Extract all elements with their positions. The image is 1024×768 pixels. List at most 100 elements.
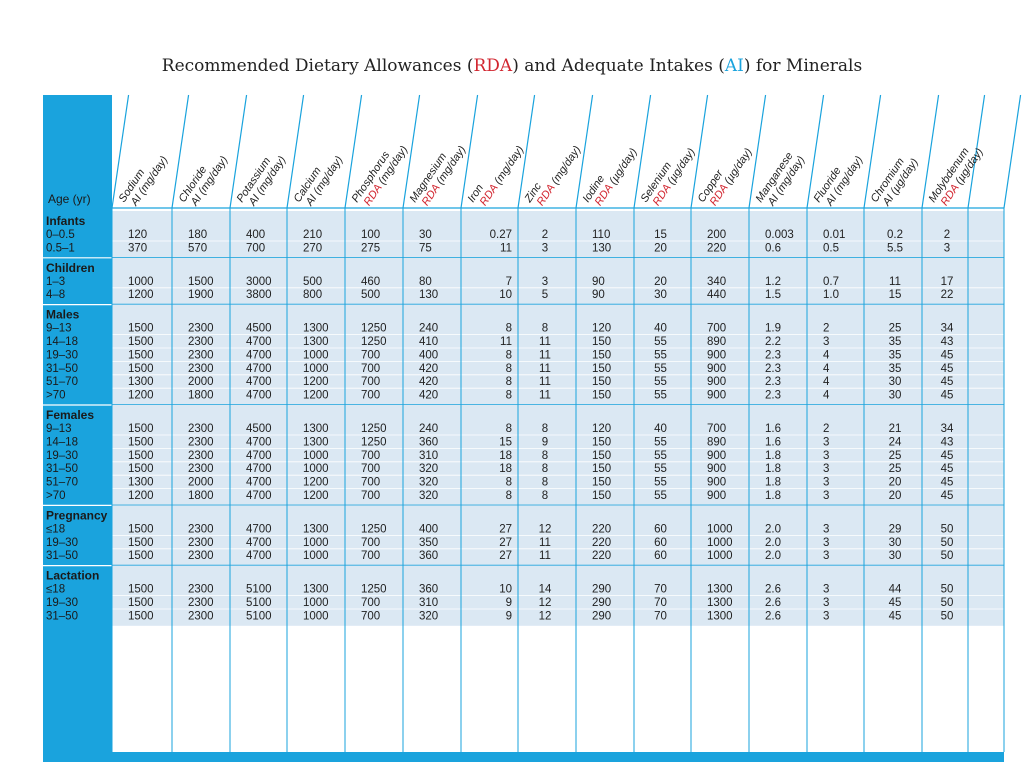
age-label: 0–0.5: [46, 229, 75, 241]
table-cell: 8: [542, 463, 548, 475]
table-cell: 150: [592, 490, 611, 502]
table-cell: 1300: [303, 436, 329, 448]
table-cell: 800: [303, 289, 322, 301]
table-cell: 60: [654, 537, 667, 549]
age-label: 51–70: [46, 477, 78, 489]
table-cell: 35: [889, 336, 902, 348]
age-label: 9–13: [46, 423, 72, 435]
table-cell: 8: [506, 363, 512, 375]
table-cell: 1500: [128, 450, 154, 462]
table-cell: 8: [542, 450, 548, 462]
age-label: >70: [46, 390, 66, 402]
table-cell: 11: [539, 390, 551, 402]
table-cell: 10: [499, 289, 512, 301]
table-cell: 9: [506, 597, 512, 609]
header-divider: [171, 94, 190, 209]
table-cell: 50: [941, 537, 954, 549]
table-cell: 240: [419, 423, 438, 435]
table-cell: 900: [707, 490, 726, 502]
table-cell: 20: [889, 477, 902, 489]
group-name: Females: [46, 408, 94, 422]
title-part: Recommended Dietary Allowances (: [161, 56, 474, 76]
table-cell: 340: [707, 276, 726, 288]
header-divider: [863, 94, 882, 209]
table-cell: 3: [823, 450, 829, 462]
header-divider: [575, 94, 594, 209]
table-cell: 310: [419, 450, 438, 462]
table-cell: 9: [506, 610, 512, 622]
table-cell: 30: [889, 537, 902, 549]
table-cell: 460: [361, 276, 380, 288]
table-cell: 275: [361, 242, 380, 254]
table-cell: 440: [707, 289, 726, 301]
table-cell: 35: [889, 349, 902, 361]
group-name: Males: [46, 308, 80, 322]
table-cell: 700: [707, 323, 726, 335]
table-cell: 1300: [128, 376, 154, 388]
table-cell: 43: [941, 436, 954, 448]
table-cell: 400: [246, 229, 265, 241]
table-cell: 2300: [188, 436, 214, 448]
age-label: 9–13: [46, 323, 72, 335]
table-cell: 1500: [128, 323, 154, 335]
table-cell: 320: [419, 490, 438, 502]
table-cell: 45: [941, 450, 954, 462]
table-cell: 1.9: [765, 323, 781, 335]
table-cell: 890: [707, 436, 726, 448]
age-label: ≤18: [46, 584, 65, 596]
table-cell: 55: [654, 390, 667, 402]
table-cell: 50: [941, 584, 954, 596]
table-cell: 3: [823, 463, 829, 475]
table-cell: 2: [944, 229, 950, 241]
table-cell: 1500: [128, 436, 154, 448]
table-cell: 70: [654, 584, 667, 596]
table-cell: 55: [654, 376, 667, 388]
table-cell: 4700: [246, 523, 272, 535]
table-cell: 0.27: [490, 229, 512, 241]
table-cell: 1200: [303, 490, 329, 502]
table-cell: 700: [361, 597, 380, 609]
table-cell: 3: [823, 537, 829, 549]
table-cell: 11: [539, 349, 551, 361]
table-cell: 0.2: [887, 229, 903, 241]
table-cell: 4700: [246, 349, 272, 361]
table-cell: 700: [361, 450, 380, 462]
table-cell: 1.8: [765, 477, 781, 489]
table-cell: 15: [889, 289, 902, 301]
table-cell: 400: [419, 349, 438, 361]
table-cell: 4: [823, 390, 830, 402]
table-cell: 1200: [128, 390, 154, 402]
table-cell: 9: [542, 436, 548, 448]
table-cell: 2.3: [765, 390, 781, 402]
table-cell: 11: [500, 242, 512, 254]
table-cell: 45: [889, 597, 902, 609]
table-cell: 0.6: [765, 242, 781, 254]
table-cell: 2300: [188, 336, 214, 348]
table-cell: 3: [823, 523, 829, 535]
age-label: 0.5–1: [46, 242, 75, 254]
table-cell: 45: [941, 349, 954, 361]
header-divider: [1003, 94, 1022, 209]
table-cell: 5100: [246, 610, 272, 622]
table-cell: 420: [419, 390, 438, 402]
table-cell: 1000: [303, 450, 329, 462]
table-cell: 8: [506, 323, 512, 335]
table-cell: 1250: [361, 423, 387, 435]
table-cell: 5100: [246, 597, 272, 609]
header-divider: [402, 94, 421, 209]
table-cell: 8: [506, 349, 512, 361]
table-cell: 5100: [246, 584, 272, 596]
table-cell: 3000: [246, 276, 272, 288]
table-cell: 290: [592, 610, 611, 622]
table-cell: 75: [419, 242, 432, 254]
table-cell: 150: [592, 390, 611, 402]
table-cell: 1200: [128, 490, 154, 502]
table-cell: 1300: [707, 610, 733, 622]
table-cell: 40: [654, 323, 667, 335]
age-label: >70: [46, 490, 66, 502]
table-cell: 2300: [188, 323, 214, 335]
